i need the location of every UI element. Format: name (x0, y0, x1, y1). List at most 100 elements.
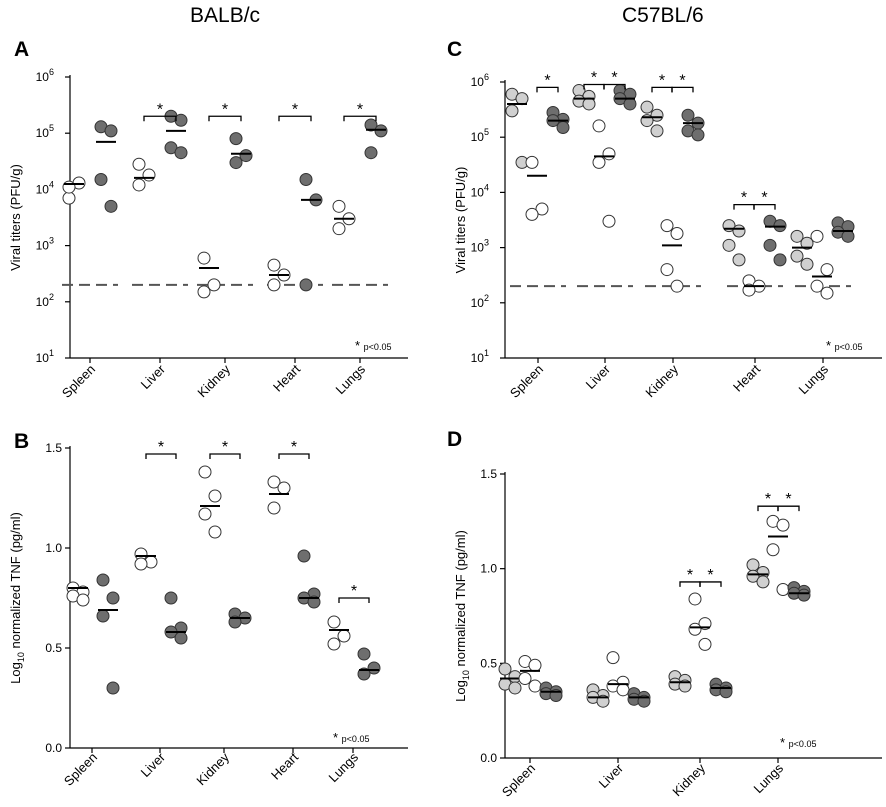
panel-label: A (14, 38, 29, 61)
x-tick-label: Liver (596, 760, 627, 791)
y-tick-label: 101 (36, 348, 54, 365)
data-point (602, 214, 616, 228)
data-point (198, 465, 212, 479)
data-point (820, 263, 834, 277)
y-tick-label: 102 (36, 292, 54, 309)
y-tick-label: 106 (36, 67, 54, 84)
data-point (142, 168, 156, 182)
y-tick-label: 105 (36, 123, 54, 140)
data-point (820, 286, 834, 300)
significance-star: * (761, 190, 767, 207)
x-tick-label: Liver (138, 749, 169, 780)
y-tick-label: 101 (471, 348, 489, 365)
significance-star: * (222, 439, 228, 456)
data-point (174, 113, 188, 127)
x-tick-label: Spleen (61, 750, 100, 789)
y-tick-label: 105 (471, 127, 489, 144)
data-point (508, 681, 522, 695)
y-tick-label: 1.5 (480, 467, 497, 481)
y-tick-label: 0.0 (480, 751, 497, 765)
data-point (106, 681, 120, 695)
data-point (722, 238, 736, 252)
significance-bracket (777, 505, 800, 512)
data-point (670, 227, 684, 241)
data-point (96, 609, 110, 623)
y-tick-label: 106 (471, 72, 489, 89)
data-point (197, 285, 211, 299)
data-point (505, 104, 519, 118)
data-point (62, 180, 76, 194)
significance-star: * (591, 70, 597, 87)
x-tick-label: Heart (730, 361, 763, 394)
x-tick-label: Kidney (194, 361, 233, 400)
significance-star: * (741, 190, 747, 207)
significance-star: * (611, 70, 617, 87)
y-axis-label: Viral titers (PFU/g) (453, 167, 468, 274)
data-point (841, 229, 855, 243)
data-point (357, 647, 371, 661)
data-point (800, 257, 814, 271)
data-point (332, 199, 346, 213)
data-point (94, 173, 108, 187)
data-point (364, 118, 378, 132)
data-point (299, 173, 313, 187)
data-point (277, 481, 291, 495)
data-point (810, 279, 824, 293)
significance-bracket (338, 597, 370, 603)
data-point (267, 501, 281, 515)
significance-bracket (209, 453, 241, 459)
significance-star: * (679, 72, 685, 89)
data-point (327, 637, 341, 651)
significance-star: * (765, 491, 771, 508)
data-point (556, 120, 570, 134)
x-tick-label: Liver (138, 361, 169, 392)
data-point (732, 253, 746, 267)
significance-star: * (157, 101, 163, 118)
significance-bracket (753, 203, 776, 210)
x-tick-label: Heart (268, 749, 301, 782)
x-tick-label: Lungs (750, 760, 786, 796)
y-axis-label: Log10 normalized TNF (pg/ml) (453, 530, 471, 702)
data-point (267, 475, 281, 489)
x-tick-label: Lungs (795, 361, 831, 397)
x-tick-label: Kidney (193, 749, 232, 788)
data-point (528, 679, 542, 693)
significance-star: * (291, 439, 297, 456)
data-point (208, 489, 222, 503)
data-point (773, 253, 787, 267)
data-point (132, 157, 146, 171)
significance-star: * (707, 567, 713, 584)
data-point (756, 575, 770, 589)
data-point (134, 557, 148, 571)
y-tick-label: 104 (471, 182, 489, 199)
data-point (606, 651, 620, 665)
significance-bracket (278, 115, 312, 122)
x-tick-label: Spleen (507, 362, 546, 401)
data-point (776, 518, 790, 532)
data-point (525, 207, 539, 221)
data-point (364, 146, 378, 160)
data-point (681, 108, 695, 122)
data-point (96, 573, 110, 587)
data-point (746, 558, 760, 572)
data-point (104, 199, 118, 213)
data-point (582, 97, 596, 111)
panel-d: D 0.0 0.5 1.0 1.5 Log10 normalized TNF (pg/ml… (447, 428, 882, 800)
significance-star: * (357, 101, 363, 118)
data-point (640, 100, 654, 114)
significance-bracket (699, 581, 722, 587)
significance-bracket (536, 86, 559, 93)
data-point (732, 224, 746, 238)
data-point (327, 615, 341, 629)
p-value-note: * p<0.05 (826, 338, 862, 353)
data-point (623, 97, 637, 111)
data-point (174, 631, 188, 645)
y-tick-label: 103 (36, 236, 54, 253)
data-point (525, 155, 539, 169)
data-point (800, 236, 814, 250)
significance-bracket (343, 115, 377, 122)
significance-star: * (158, 439, 164, 456)
data-point (790, 249, 804, 263)
y-axis-label: Log10 normalized TNF (pg/ml) (8, 512, 26, 684)
